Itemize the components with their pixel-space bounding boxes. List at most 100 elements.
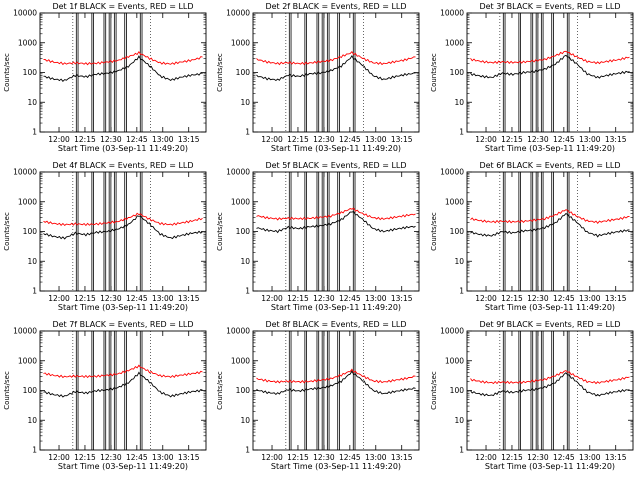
series-line-events (470, 213, 630, 238)
x-tick-label: 12:30 (313, 294, 335, 303)
x-tick-label: 13:15 (605, 135, 627, 144)
x-tick-label: 13:15 (178, 135, 200, 144)
y-tick-label: 1000 (231, 197, 250, 206)
y-axis-label: Counts/sec (3, 53, 11, 92)
x-tick-label: 12:15 (501, 294, 523, 303)
x-tick-label: 12:45 (126, 453, 148, 462)
plot-frame (466, 330, 634, 451)
y-tick-label: 1 (32, 446, 37, 455)
x-tick-label: 13:00 (579, 294, 601, 303)
y-tick-label: 10000 (226, 327, 250, 336)
x-tick-label: 12:00 (48, 294, 70, 303)
panel-title: Det 8f BLACK = Events, RED = LLD (265, 320, 406, 329)
x-tick-label: 13:15 (605, 453, 627, 462)
x-tick-label: 12:30 (527, 135, 549, 144)
y-tick-label: 100 (450, 386, 465, 395)
x-tick-label: 12:00 (475, 294, 497, 303)
x-tick-label: 12:45 (553, 294, 575, 303)
x-tick-label: 12:00 (261, 135, 283, 144)
y-tick-label: 1 (245, 287, 250, 296)
y-tick-label: 10000 (226, 9, 250, 18)
x-tick-label: 13:00 (579, 135, 601, 144)
x-tick-label: 13:00 (365, 294, 387, 303)
panel-title: Det 6f BLACK = Events, RED = LLD (479, 161, 620, 170)
x-tick-label: 12:00 (48, 453, 70, 462)
x-axis-label: Start Time (03-Sep-11 11:49:20) (485, 303, 615, 312)
y-tick-label: 100 (450, 68, 465, 77)
x-tick-label: 13:00 (152, 294, 174, 303)
y-axis-label: Counts/sec (3, 212, 11, 251)
x-tick-label: 12:30 (100, 453, 122, 462)
series-line-events (256, 55, 416, 82)
y-tick-label: 10 (454, 98, 464, 107)
y-axis-label: Counts/sec (216, 53, 224, 92)
y-tick-label: 10 (27, 416, 37, 425)
x-axis-label: Start Time (03-Sep-11 11:49:20) (58, 144, 188, 153)
series-line-events (470, 372, 630, 397)
panel-title: Det 7f BLACK = Events, RED = LLD (52, 320, 193, 329)
series-line-lld (470, 50, 630, 65)
x-axis-label: Start Time (03-Sep-11 11:49:20) (485, 462, 615, 471)
series-line-events (256, 370, 416, 396)
y-tick-label: 1000 (445, 38, 464, 47)
detector-panel: Det 7f BLACK = Events, RED = LLD 1 10 100 10… (3, 320, 207, 471)
x-tick-label: 12:15 (501, 135, 523, 144)
x-tick-label: 12:30 (313, 453, 335, 462)
y-tick-label: 100 (236, 68, 251, 77)
y-axis-label: Counts/sec (216, 371, 224, 410)
x-tick-label: 13:00 (579, 453, 601, 462)
x-tick-label: 13:15 (391, 294, 413, 303)
x-tick-label: 12:45 (126, 135, 148, 144)
x-tick-label: 12:30 (313, 135, 335, 144)
y-tick-label: 100 (23, 227, 38, 236)
plot-frame (252, 12, 420, 133)
x-tick-label: 12:45 (339, 294, 361, 303)
x-tick-label: 12:00 (48, 135, 70, 144)
y-tick-label: 10000 (440, 9, 464, 18)
y-tick-label: 10 (240, 257, 250, 266)
x-tick-label: 12:30 (527, 294, 549, 303)
y-tick-label: 1000 (231, 38, 250, 47)
detector-panel: Det 2f BLACK = Events, RED = LLD 1 10 100 10… (216, 2, 420, 153)
series-line-events (470, 54, 630, 79)
x-axis-label: Start Time (03-Sep-11 11:49:20) (271, 303, 401, 312)
y-tick-label: 10000 (13, 168, 37, 177)
x-tick-label: 12:15 (74, 135, 96, 144)
plot-frame (252, 330, 420, 451)
y-tick-label: 1000 (18, 197, 37, 206)
x-tick-label: 12:00 (261, 294, 283, 303)
y-tick-label: 100 (23, 68, 38, 77)
y-tick-label: 100 (450, 227, 465, 236)
series-line-events (43, 215, 203, 240)
x-tick-label: 12:00 (475, 453, 497, 462)
series-line-lld (470, 209, 630, 225)
panel-title: Det 9f BLACK = Events, RED = LLD (479, 320, 620, 329)
y-tick-label: 1000 (231, 356, 250, 365)
y-tick-label: 1 (459, 128, 464, 137)
x-tick-label: 12:15 (287, 294, 309, 303)
series-line-lld (43, 364, 203, 379)
x-tick-label: 12:00 (261, 453, 283, 462)
detector-panel: Det 1f BLACK = Events, RED = LLD 1 10 100 10… (3, 2, 207, 153)
x-tick-label: 13:15 (178, 294, 200, 303)
plot-frame (466, 171, 634, 292)
detector-panel: Det 9f BLACK = Events, RED = LLD 1 10 100 10… (430, 320, 634, 471)
series-line-events (256, 211, 416, 234)
x-tick-label: 13:00 (152, 135, 174, 144)
x-tick-label: 13:15 (391, 135, 413, 144)
y-axis-label: Counts/sec (430, 53, 438, 92)
x-tick-label: 12:30 (100, 135, 122, 144)
x-axis-label: Start Time (03-Sep-11 11:49:20) (58, 462, 188, 471)
y-tick-label: 10000 (13, 327, 37, 336)
series-line-lld (256, 50, 416, 66)
y-tick-label: 1000 (445, 356, 464, 365)
y-tick-label: 1000 (18, 356, 37, 365)
y-tick-label: 1 (245, 128, 250, 137)
y-tick-label: 10 (27, 98, 37, 107)
x-tick-label: 12:15 (74, 294, 96, 303)
x-axis-label: Start Time (03-Sep-11 11:49:20) (58, 303, 188, 312)
x-tick-label: 12:00 (475, 135, 497, 144)
x-tick-label: 13:00 (365, 453, 387, 462)
x-tick-label: 12:15 (501, 453, 523, 462)
x-tick-label: 13:15 (178, 453, 200, 462)
